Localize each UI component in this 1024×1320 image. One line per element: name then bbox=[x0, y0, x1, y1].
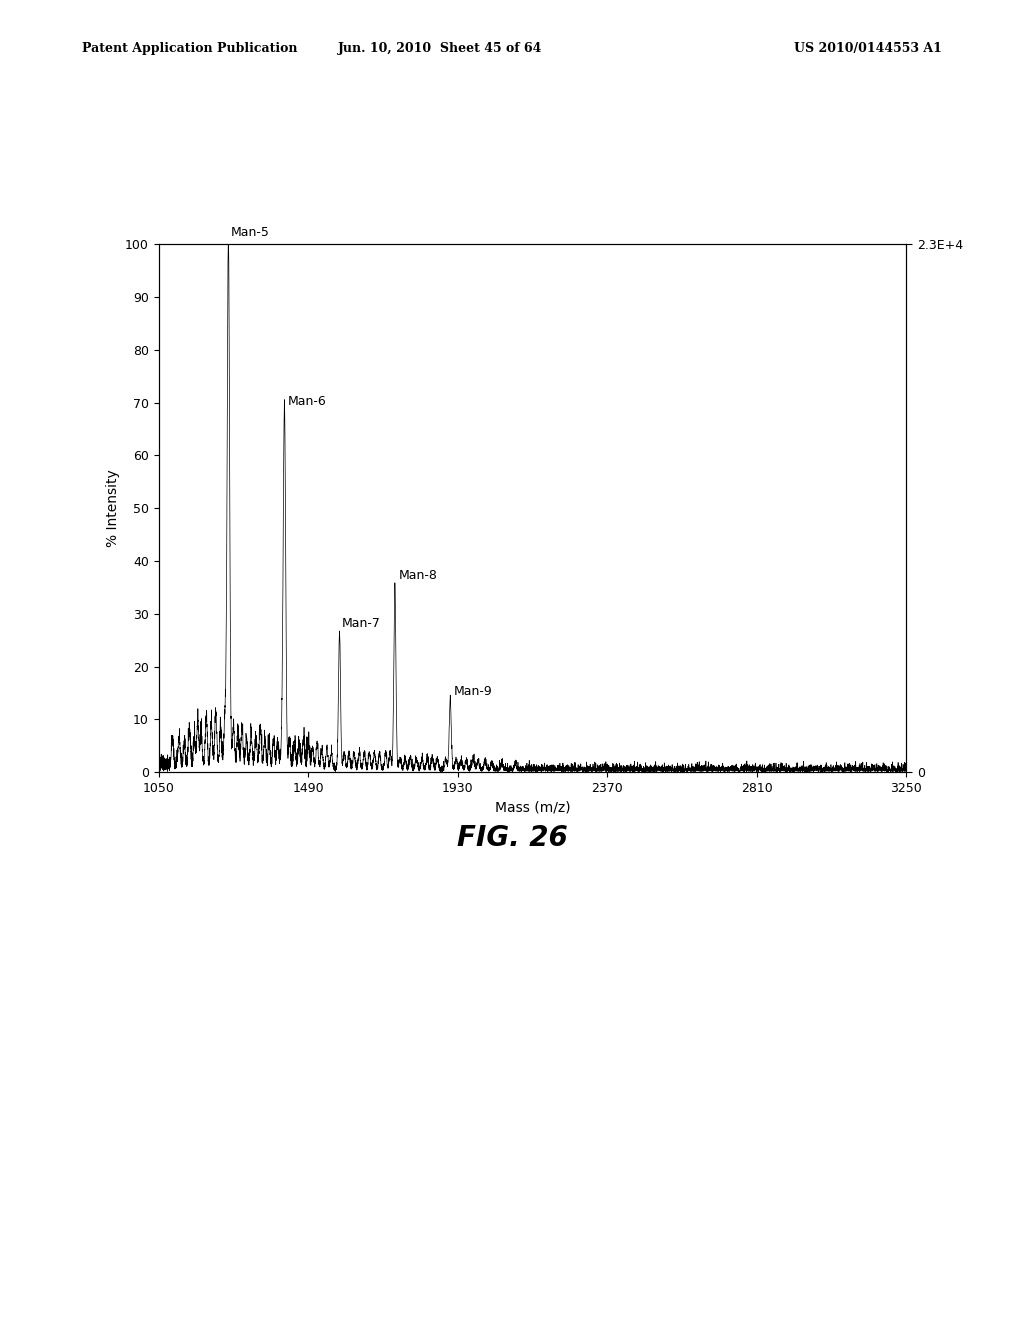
Y-axis label: % Intensity: % Intensity bbox=[105, 470, 120, 546]
Text: Patent Application Publication: Patent Application Publication bbox=[82, 42, 297, 55]
Text: Man-5: Man-5 bbox=[230, 226, 269, 239]
Text: Man-6: Man-6 bbox=[288, 395, 327, 408]
X-axis label: Mass (m/z): Mass (m/z) bbox=[495, 800, 570, 814]
Text: Man-7: Man-7 bbox=[342, 616, 381, 630]
Text: Man-9: Man-9 bbox=[454, 685, 493, 698]
Text: FIG. 26: FIG. 26 bbox=[457, 824, 567, 851]
Text: Man-8: Man-8 bbox=[398, 569, 437, 582]
Text: Jun. 10, 2010  Sheet 45 of 64: Jun. 10, 2010 Sheet 45 of 64 bbox=[338, 42, 543, 55]
Text: US 2010/0144553 A1: US 2010/0144553 A1 bbox=[795, 42, 942, 55]
